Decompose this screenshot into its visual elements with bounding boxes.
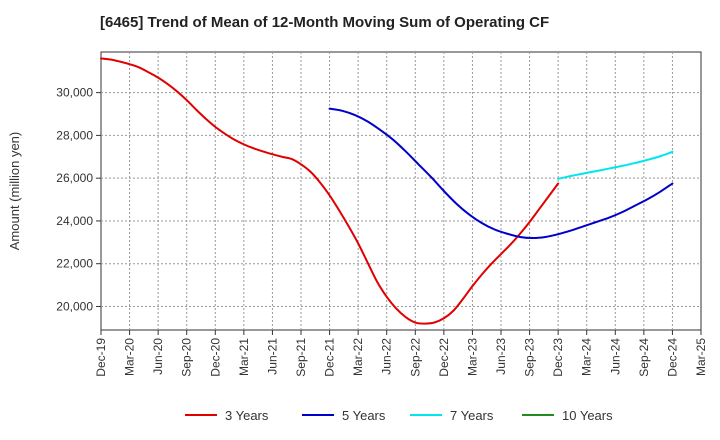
x-tick-label: Jun-20 (151, 338, 165, 375)
plot-frame (100, 51, 702, 331)
x-tick-label: Jun-21 (265, 338, 279, 375)
y-tick-label: 28,000 (56, 128, 93, 142)
x-tick-label: Dec-21 (323, 338, 337, 377)
series-line-7-years (557, 150, 674, 180)
x-tick-label: Sep-21 (294, 338, 308, 377)
legend-label-7-years: 7 Years (450, 408, 494, 423)
y-tick-label: 26,000 (56, 171, 93, 185)
series-line-3-years (100, 57, 560, 325)
x-tick-label: Jun-23 (494, 338, 508, 375)
x-tick-label: Sep-22 (408, 338, 422, 377)
x-tick-label: Sep-23 (523, 338, 537, 377)
legend-label-10-years: 10 Years (562, 408, 613, 423)
x-tick-label: Mar-23 (465, 338, 479, 376)
y-tick-label: 24,000 (56, 214, 93, 228)
x-tick-label: Sep-20 (180, 338, 194, 377)
x-tick-label: Jun-24 (608, 338, 622, 375)
x-tick-label: Mar-25 (694, 338, 708, 376)
x-tick-label: Mar-22 (351, 338, 365, 376)
x-tick-label: Jun-22 (380, 338, 394, 375)
x-tick-label: Dec-22 (437, 338, 451, 377)
x-tick-label: Mar-20 (123, 338, 137, 376)
x-tick-label: Dec-20 (208, 338, 222, 377)
chart-title: [6465] Trend of Mean of 12-Month Moving … (100, 14, 550, 31)
y-tick-label: 30,000 (56, 86, 93, 100)
legend-label-3-years: 3 Years (225, 408, 269, 423)
legend-label-5-years: 5 Years (342, 408, 386, 423)
x-tick-label: Sep-24 (637, 338, 651, 377)
x-tick-label: Dec-23 (551, 338, 565, 377)
y-axis-title: Amount (million yen) (7, 132, 22, 251)
y-tick-label: 22,000 (56, 257, 93, 271)
x-tick-label: Dec-19 (94, 338, 108, 377)
series-line-5-years (328, 107, 674, 240)
x-tick-label: Mar-21 (237, 338, 251, 376)
x-tick-label: Dec-24 (665, 338, 679, 377)
y-tick-label: 20,000 (56, 299, 93, 313)
x-tick-label: Mar-24 (580, 338, 594, 376)
